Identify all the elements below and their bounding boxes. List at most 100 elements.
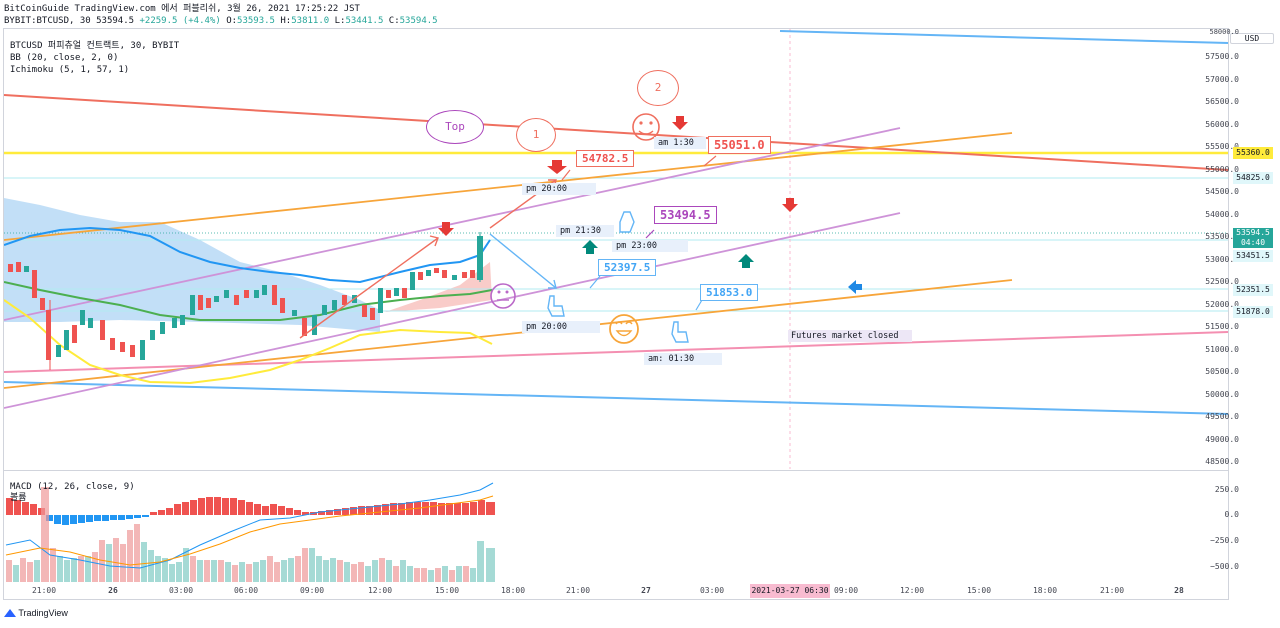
time-tick: 15:00	[434, 586, 460, 595]
macd-bar	[262, 506, 269, 515]
volume-bar	[486, 548, 495, 582]
candle	[426, 270, 431, 276]
volume-bar	[456, 566, 462, 582]
open-label: O:	[226, 16, 238, 26]
time-tick: 18:00	[500, 586, 526, 595]
candle	[280, 298, 285, 313]
volume-bar	[400, 560, 406, 582]
price-note-51853[interactable]: 51853.0	[700, 284, 759, 301]
candle	[172, 318, 177, 328]
macd-bar	[46, 515, 53, 521]
macd-bar	[270, 504, 277, 515]
volume-bar	[141, 542, 147, 582]
callout-bubble-2[interactable]: 2	[637, 70, 679, 106]
price-tick: 51000.0	[1205, 344, 1239, 354]
volume-bar	[386, 560, 392, 582]
macd-bar	[334, 509, 341, 515]
macd-bar	[486, 502, 495, 515]
volume-bar	[288, 558, 294, 582]
macd-bar	[22, 502, 29, 515]
callout-connector	[703, 155, 717, 167]
price-tick: 57500.0	[1205, 52, 1239, 61]
volume-bar	[218, 560, 224, 582]
candle	[342, 295, 347, 305]
macd-bar	[254, 504, 261, 515]
volume-bar	[183, 548, 189, 582]
time-note[interactable]: pm 20:00	[522, 183, 596, 195]
tradingview-logo[interactable]: TradingView	[4, 608, 68, 618]
volume-bar	[414, 568, 420, 582]
time-tick: 15:00	[966, 586, 992, 595]
price-tick: 56000.0	[1205, 119, 1239, 129]
macd-bar	[406, 502, 413, 515]
time-tick: 06:00	[233, 586, 259, 595]
macd-bar	[78, 515, 85, 523]
candle	[302, 318, 307, 336]
time-note[interactable]: pm 23:00	[612, 240, 688, 252]
volume-bar	[27, 562, 33, 582]
volume-bar	[41, 487, 49, 582]
macd-tick: 250.0	[1214, 485, 1239, 494]
volume-bar	[344, 562, 350, 582]
time-note[interactable]: pm 21:30	[556, 225, 614, 237]
macd-bar	[230, 498, 237, 515]
volume-bar	[190, 556, 196, 582]
macd-bar	[30, 504, 37, 515]
volume-bar	[50, 548, 56, 582]
price-label-52351: 52351.5	[1233, 284, 1273, 296]
volume-bar	[358, 562, 364, 582]
chart-frame[interactable]	[3, 28, 1229, 600]
yellow-line	[4, 299, 493, 385]
currency-button[interactable]: USD	[1230, 33, 1274, 44]
price-tick: 55000.0	[1205, 164, 1239, 174]
ichimoku-legend[interactable]: Ichimoku (5, 1, 57, 1)	[10, 65, 130, 75]
time-tick: 03:00	[699, 586, 725, 595]
macd-histogram	[6, 497, 495, 525]
price-label-54825: 54825.0	[1233, 172, 1273, 184]
ichimoku-cloud	[4, 198, 380, 332]
time-note[interactable]: pm 20:00	[522, 321, 600, 333]
time-note[interactable]: am: 01:30	[644, 353, 722, 365]
date-highlight: 2021-03-27 06:30	[750, 584, 830, 598]
symbol-legend[interactable]: BTCUSD 퍼피츄얼 컨트랙트, 30, BYBIT	[10, 41, 180, 51]
price-note-55051[interactable]: 55051.0	[708, 136, 771, 154]
price-note-52397[interactable]: 52397.5	[598, 259, 657, 276]
volume-legend[interactable]: 볼륨	[10, 493, 27, 503]
macd-tick: −250.0	[1210, 536, 1239, 545]
price-tick: 49500.0	[1205, 412, 1239, 421]
bb-upper-line	[4, 226, 491, 284]
market-closed-label[interactable]: Futures market closed	[788, 330, 912, 342]
volume-bar	[232, 565, 238, 582]
volume-bar	[442, 566, 448, 582]
volume-bar	[6, 560, 12, 582]
macd-legend[interactable]: MACD (12, 26, close, 9)	[10, 482, 135, 492]
time-tick: 12:00	[367, 586, 393, 595]
macd-bar	[14, 500, 21, 515]
projection-arrow	[489, 233, 557, 289]
candle	[150, 330, 155, 340]
time-tick: 09:00	[833, 586, 859, 595]
price-tick: 52000.0	[1205, 299, 1239, 309]
arrowhead	[548, 279, 557, 289]
candle	[140, 340, 145, 360]
callout-bubble-1[interactable]: 1	[516, 118, 556, 152]
callout-connector	[561, 169, 571, 181]
price-note-53494[interactable]: 53494.5	[654, 206, 717, 224]
pane-separator[interactable]	[3, 470, 1229, 471]
volume-bar	[99, 540, 105, 582]
time-note[interactable]: am 1:30	[654, 137, 706, 149]
price-tick: 49000.0	[1205, 434, 1239, 444]
price-note-54782[interactable]: 54782.5	[576, 150, 635, 167]
current-price: 53594.5	[1236, 228, 1270, 237]
candle	[332, 300, 337, 310]
price-tick: 48500.0	[1205, 457, 1239, 466]
candle	[130, 345, 135, 357]
bb-legend[interactable]: BB (20, close, 2, 0)	[10, 53, 119, 63]
candle	[32, 270, 37, 298]
blue-trendline-top	[779, 30, 1228, 44]
candle	[262, 285, 267, 295]
macd-bar	[350, 507, 357, 515]
top-callout[interactable]: Top	[426, 110, 484, 144]
macd-bar	[318, 511, 325, 515]
